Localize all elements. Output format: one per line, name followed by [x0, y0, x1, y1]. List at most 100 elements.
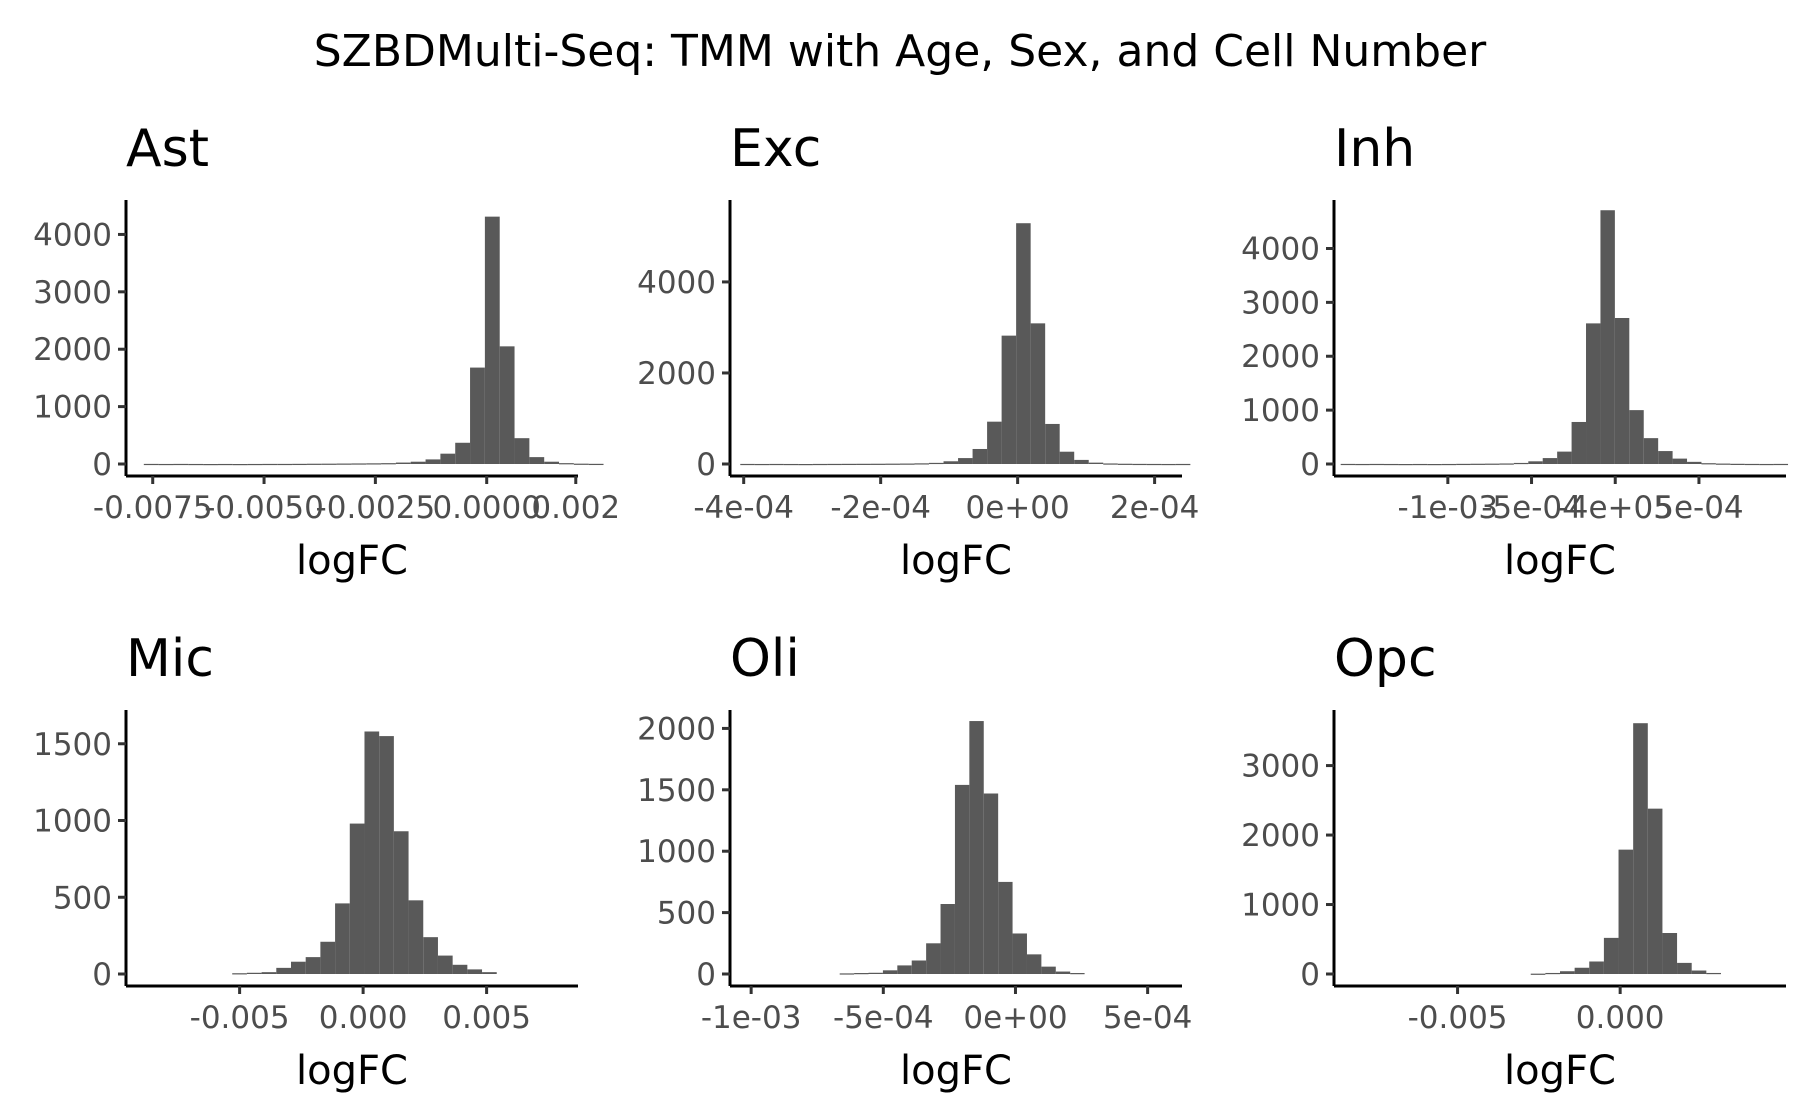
y-tick-label: 500: [53, 880, 112, 916]
histogram-bar: [1759, 463, 1774, 466]
histogram-bar: [882, 970, 898, 974]
histogram-bar: [1012, 933, 1027, 974]
panel-oli: Oli 0 500 1000 1500 2000 -1e-03 -5e-04 0e+00 5e-0…: [637, 629, 1192, 1094]
histogram-bar: [173, 463, 189, 466]
histogram-bar: [969, 721, 984, 974]
histogram-bar: [754, 463, 770, 466]
histogram-bar: [1542, 458, 1558, 464]
histogram-bar: [1773, 463, 1789, 466]
x-tick-label: -0.0075: [93, 490, 213, 526]
histogram-bar: [1603, 937, 1619, 974]
panels: Ast01000200030004000-0.0075-0.0050-0.002…: [33, 119, 1789, 1094]
y-tick-label: 0: [92, 957, 112, 993]
histogram-bar: [514, 438, 530, 464]
y-tick-label: 0: [92, 447, 112, 483]
histogram-bar: [798, 464, 813, 466]
histogram-bar: [841, 463, 857, 466]
y-tick-label: 4000: [33, 217, 112, 253]
histogram-bar: [1016, 223, 1031, 464]
histogram-bar: [1146, 463, 1162, 466]
histogram-bar: [482, 972, 497, 974]
histogram-bar: [1026, 954, 1042, 974]
y-tick-label: 2000: [1241, 339, 1320, 375]
histogram-bar: [217, 463, 233, 466]
histogram-bar: [1030, 323, 1046, 464]
histogram-bar: [410, 461, 426, 464]
histogram-bar: [1672, 458, 1688, 464]
histogram-bar: [1530, 973, 1546, 975]
histogram-bar: [470, 367, 485, 464]
histogram-bar: [1662, 933, 1678, 974]
histogram-bar: [1070, 973, 1085, 975]
histogram-bar: [544, 461, 560, 464]
x-axis-title: logFC: [900, 1048, 1012, 1094]
panel-exc: Exc 0 2000 4000 -4e-04 -2e-04 0e+00 2e-04 logFC: [637, 119, 1199, 584]
histogram-bar: [437, 955, 453, 974]
y-tick-label: 3000: [1241, 285, 1320, 321]
histogram-bar: [1398, 464, 1413, 466]
histogram-bar: [1470, 463, 1486, 465]
histogram-bar: [261, 972, 277, 974]
x-tick-label: -4e+05: [1558, 490, 1673, 526]
histogram-bar: [1456, 463, 1471, 466]
histogram-bar: [1706, 972, 1721, 975]
histogram-bar: [1643, 438, 1659, 464]
histogram-bar: [856, 463, 871, 465]
histogram-bar: [1633, 723, 1648, 974]
histogram-bar: [408, 900, 424, 974]
histogram-bar: [290, 961, 306, 974]
histogram-bar: [1355, 463, 1370, 466]
histogram-bar: [839, 973, 855, 975]
histogram-bar: [1557, 451, 1572, 464]
x-tick-label: 5e-04: [1103, 1000, 1192, 1036]
histogram-bar: [246, 972, 262, 974]
histogram-bar: [885, 463, 900, 465]
histogram-bar: [1513, 462, 1529, 465]
histogram-bar: [911, 960, 927, 974]
histogram-bar: [769, 463, 784, 466]
histogram-bar: [321, 463, 337, 465]
x-tick-label: -5e-04: [833, 1000, 934, 1036]
y-tick-label: 1500: [637, 773, 716, 809]
histogram-bar: [1691, 970, 1707, 974]
histogram-bar: [143, 463, 159, 466]
histogram-bar: [1045, 423, 1060, 464]
histogram-bars: [232, 731, 497, 975]
histogram-bar: [1499, 463, 1514, 465]
histogram-bar: [958, 458, 973, 464]
histogram-bar: [1427, 464, 1442, 466]
y-tick-label: 1000: [637, 834, 716, 870]
histogram-bar: [1589, 961, 1604, 974]
x-tick-label: -0.005: [1408, 1000, 1508, 1036]
histogram-bar: [484, 216, 500, 464]
histogram-bar: [467, 969, 483, 974]
x-tick-label: -1e-03: [1398, 490, 1499, 526]
histogram-bar: [1088, 462, 1104, 464]
histogram-bar: [425, 459, 441, 464]
panel-title: Inh: [1334, 119, 1415, 179]
histogram-bar: [998, 881, 1013, 974]
histogram-bar: [499, 346, 515, 464]
x-tick-label: 0.002: [531, 490, 620, 526]
histogram-bar: [1132, 463, 1147, 466]
histogram-bar: [740, 463, 755, 466]
y-tick-label: 0: [1300, 447, 1320, 483]
histogram-bar: [573, 463, 589, 465]
histogram-bar: [1658, 451, 1673, 464]
histogram-bar: [203, 464, 218, 466]
histogram-bar: [1103, 463, 1118, 465]
histogram-bar: [827, 463, 842, 466]
histogram-bar: [588, 463, 604, 466]
histogram-bar: [1041, 966, 1056, 974]
x-tick-label: -0.005: [190, 1000, 290, 1036]
histogram-bar: [1175, 463, 1191, 466]
histogram-bar: [336, 463, 352, 465]
histogram-bar: [349, 823, 365, 974]
x-tick-label: -1e-03: [701, 1000, 802, 1036]
histogram-bar: [247, 463, 263, 466]
histogram-bar: [1161, 463, 1176, 466]
histogram-bar: [292, 463, 307, 466]
y-tick-label: 1500: [33, 727, 112, 763]
y-tick-label: 2000: [637, 356, 716, 392]
